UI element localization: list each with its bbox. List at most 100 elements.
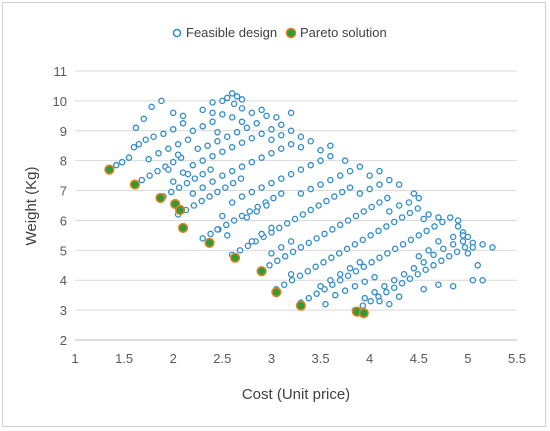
feasible-point bbox=[289, 248, 297, 256]
feasible-point bbox=[199, 235, 206, 242]
feasible-point bbox=[199, 184, 206, 191]
feasible-point bbox=[219, 111, 226, 118]
feasible-point bbox=[297, 133, 305, 141]
feasible-point bbox=[219, 212, 226, 220]
feasible-point bbox=[366, 172, 373, 179]
feasible-point bbox=[320, 259, 327, 266]
feasible-point bbox=[453, 248, 461, 256]
feasible-point bbox=[351, 241, 359, 248]
feasible-point bbox=[246, 208, 254, 215]
feasible-point bbox=[169, 109, 177, 117]
feasible-point bbox=[356, 190, 364, 197]
feasible-point bbox=[305, 294, 313, 302]
feasible-point bbox=[280, 281, 288, 288]
feasible-point bbox=[459, 238, 467, 245]
pareto-point bbox=[230, 252, 241, 263]
feasible-point bbox=[154, 167, 161, 175]
feasible-point bbox=[414, 205, 422, 212]
feasible-point bbox=[165, 145, 172, 152]
x-tick-labels: 1 1.5 2 2.5 3 3.5 4 4.5 5 5.5 bbox=[71, 351, 526, 366]
y-tick-label: 4 bbox=[60, 273, 67, 288]
feasible-point bbox=[299, 211, 307, 218]
feasible-point bbox=[400, 270, 408, 278]
feasible-point bbox=[191, 175, 199, 182]
feasible-point bbox=[248, 188, 256, 196]
feasible-point bbox=[386, 208, 393, 215]
feasible-point bbox=[287, 238, 295, 245]
legend-pareto-marker bbox=[285, 27, 297, 39]
y-tick-label: 8 bbox=[60, 154, 67, 169]
feasible-point bbox=[244, 242, 252, 250]
feasible-point bbox=[383, 223, 390, 230]
y-tick-label: 11 bbox=[54, 64, 68, 79]
feasible-point bbox=[199, 170, 206, 178]
y-tick-label: 3 bbox=[60, 303, 67, 318]
feasible-point bbox=[367, 232, 374, 239]
feasible-point bbox=[395, 202, 403, 209]
feasible-point bbox=[359, 236, 367, 244]
feasible-point bbox=[390, 276, 398, 284]
feasible-point bbox=[360, 263, 368, 271]
feasible-point bbox=[243, 124, 251, 132]
feasible-point bbox=[327, 176, 334, 184]
feasible-point bbox=[145, 155, 152, 163]
feasible-point bbox=[376, 297, 383, 305]
feasible-point bbox=[287, 140, 295, 148]
feasible-point bbox=[410, 265, 418, 272]
feasible-point bbox=[307, 137, 314, 145]
feasible-point bbox=[179, 120, 187, 127]
feasible-point bbox=[278, 121, 285, 129]
feasible-point bbox=[179, 112, 187, 120]
feasible-point bbox=[344, 272, 352, 279]
feasible-point bbox=[184, 136, 192, 143]
feasible-point bbox=[336, 270, 344, 278]
feasible-point bbox=[304, 268, 312, 275]
feasible-point bbox=[344, 217, 352, 224]
feasible-point bbox=[130, 143, 138, 151]
feasible-point bbox=[142, 136, 149, 143]
feasible-point bbox=[359, 302, 367, 309]
feasible-point bbox=[214, 226, 221, 233]
pareto-point bbox=[174, 204, 186, 216]
feasible-point bbox=[398, 279, 406, 287]
feasible-point bbox=[268, 250, 275, 257]
feasible-point bbox=[219, 97, 226, 105]
feasible-point bbox=[189, 190, 197, 197]
feasible-point bbox=[276, 224, 283, 232]
feasible-point bbox=[258, 230, 265, 238]
feasible-point bbox=[464, 250, 472, 257]
y-tick-labels: 2 3 4 5 6 7 8 9 10 11 bbox=[53, 64, 67, 348]
feasible-point bbox=[169, 158, 177, 166]
feasible-point bbox=[317, 282, 324, 290]
feasible-point bbox=[140, 115, 148, 123]
feasible-point bbox=[431, 223, 438, 230]
x-tick-label: 2 bbox=[170, 351, 177, 366]
feasible-point bbox=[253, 120, 260, 127]
feasible-point bbox=[204, 142, 211, 149]
feasible-point bbox=[189, 161, 197, 169]
feasible-point bbox=[273, 114, 280, 121]
feasible-point bbox=[228, 114, 236, 121]
feasible-point bbox=[287, 109, 295, 117]
feasible-point bbox=[440, 245, 447, 253]
feasible-point bbox=[461, 244, 469, 251]
feasible-point bbox=[356, 259, 364, 266]
feasible-point bbox=[268, 149, 275, 157]
feasible-point bbox=[420, 215, 427, 223]
feasible-point bbox=[366, 185, 373, 193]
feasible-point bbox=[268, 126, 275, 133]
feasible-point bbox=[174, 140, 182, 148]
feasible-point bbox=[415, 253, 423, 260]
feasible-point bbox=[238, 193, 246, 200]
feasible-point bbox=[449, 241, 457, 248]
feasible-point bbox=[430, 251, 437, 259]
feasible-point bbox=[395, 293, 403, 300]
pareto-point bbox=[295, 300, 307, 311]
feasible-point bbox=[352, 212, 360, 220]
pareto-point bbox=[104, 164, 115, 175]
feasible-point bbox=[313, 290, 320, 297]
feasible-point bbox=[238, 163, 246, 170]
feasible-point bbox=[174, 151, 182, 158]
feasible-point bbox=[336, 172, 344, 179]
feasible-point bbox=[209, 109, 216, 117]
